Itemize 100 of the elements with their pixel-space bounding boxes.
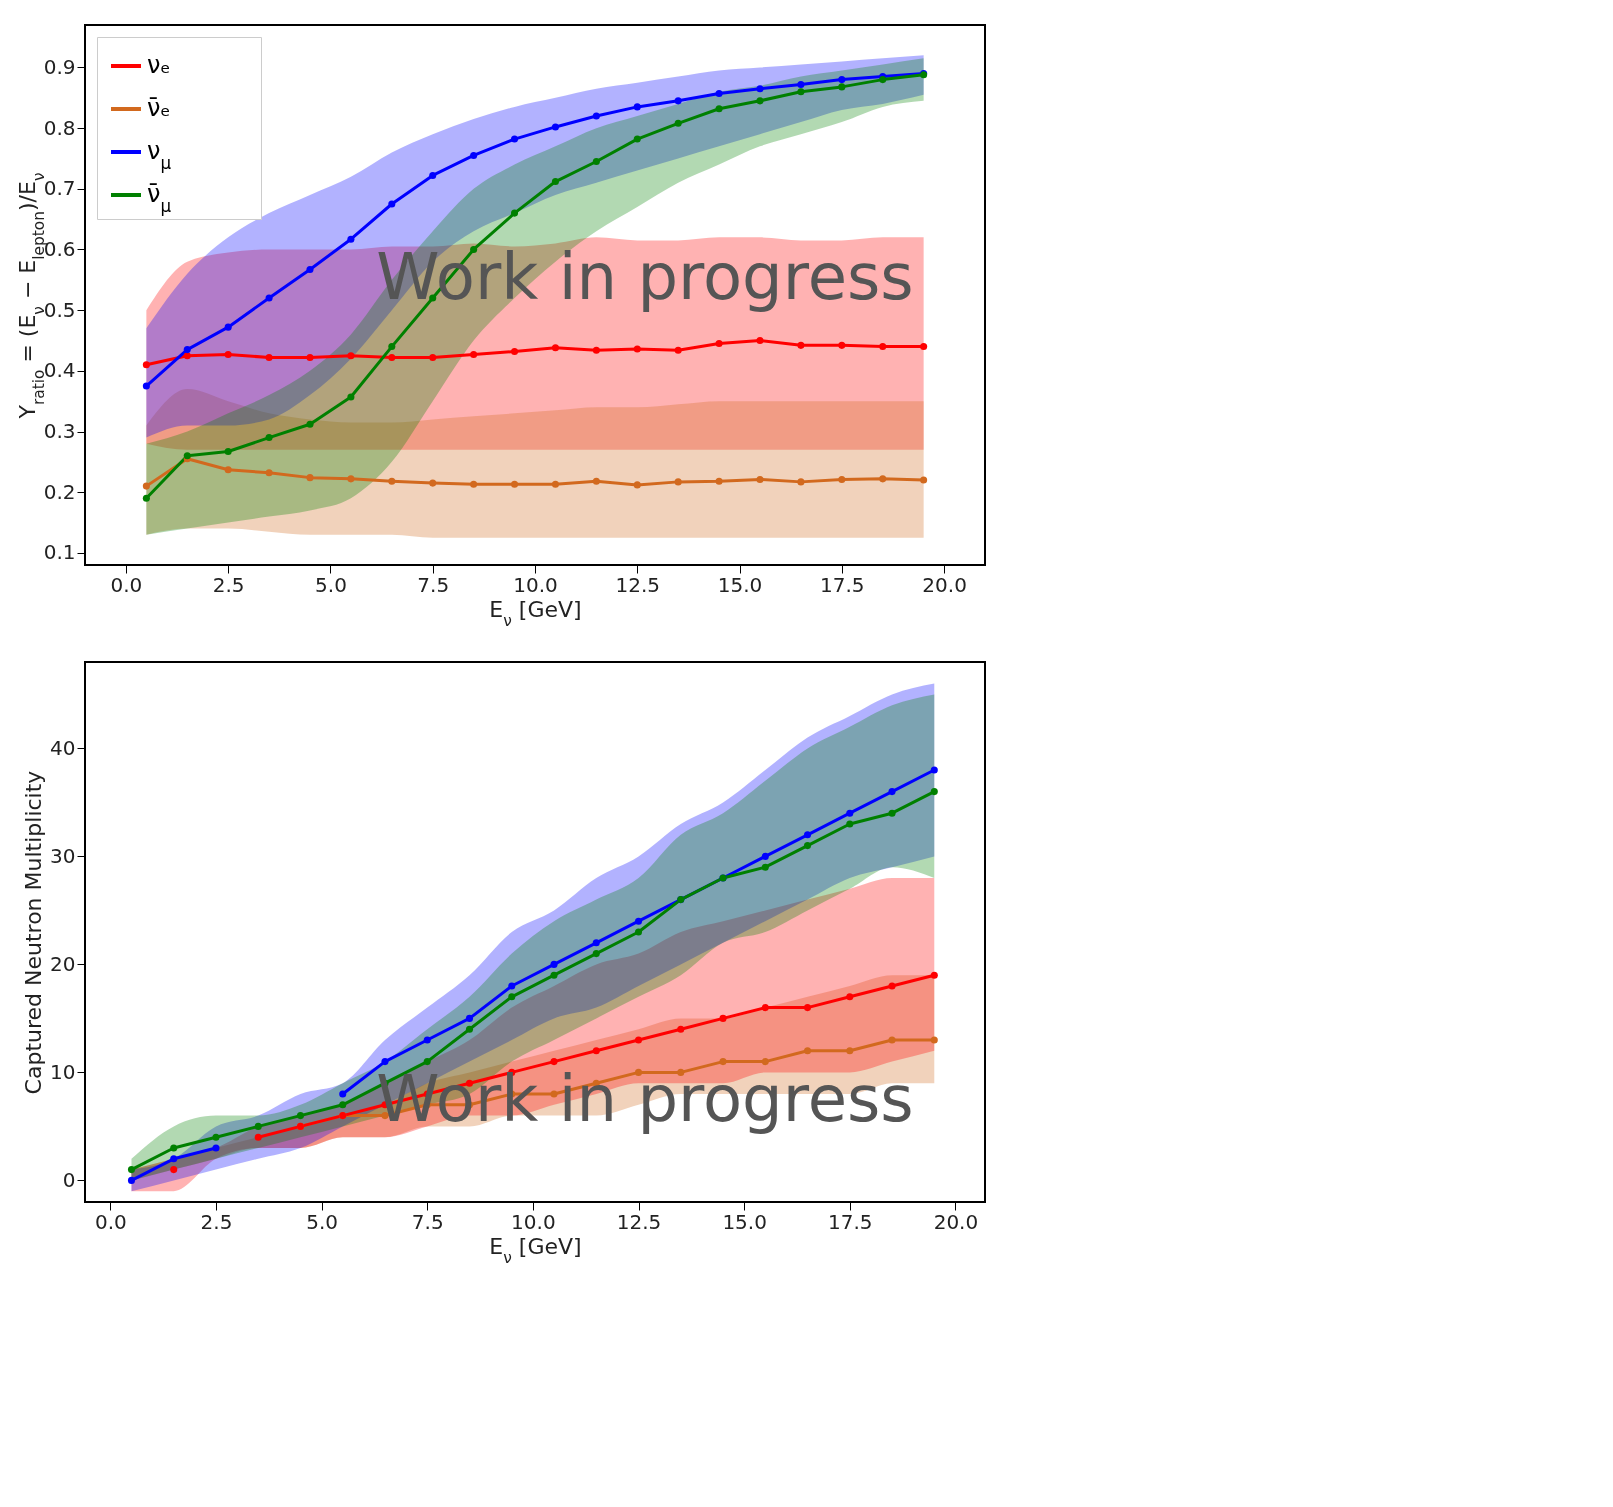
legend-label: ν$_{μ}$	[147, 137, 172, 173]
point	[551, 178, 559, 186]
point	[511, 209, 519, 217]
point	[306, 474, 314, 482]
point	[592, 477, 600, 485]
point	[470, 350, 478, 358]
x-tick-label: 17.5	[828, 1209, 873, 1234]
point	[465, 1014, 474, 1022]
point	[183, 352, 191, 360]
point	[429, 353, 437, 362]
point	[306, 265, 314, 274]
legend-label: ν̄$_{μ}$	[147, 180, 172, 216]
point	[142, 382, 150, 390]
point	[592, 112, 600, 120]
x-tick-label: 7.5	[417, 572, 450, 597]
point	[634, 928, 643, 936]
point	[127, 1176, 136, 1184]
point	[183, 346, 191, 354]
x-tick-label: 12.5	[616, 1209, 662, 1234]
point	[170, 1144, 178, 1152]
point	[388, 200, 396, 208]
y-tick-label: 0	[62, 1167, 76, 1192]
y-tick-label: 0.9	[43, 54, 76, 79]
point	[212, 1144, 220, 1152]
x-tick-label: 17.5	[820, 572, 865, 597]
point	[265, 434, 273, 442]
point	[677, 1025, 685, 1033]
y-tick-label: 10	[50, 1059, 76, 1084]
point	[761, 1058, 769, 1066]
point	[846, 809, 854, 817]
point	[930, 971, 938, 979]
x-tick-label: 12.5	[615, 572, 661, 597]
point	[470, 480, 478, 488]
y-tick-label: 0.1	[43, 540, 76, 565]
point	[550, 960, 558, 968]
point	[265, 294, 273, 302]
point	[633, 103, 641, 111]
y-tick-label: 0.2	[43, 479, 76, 504]
point	[265, 469, 273, 477]
x-tick-label: 5.0	[306, 1209, 339, 1234]
point	[347, 235, 355, 243]
point	[465, 1025, 474, 1033]
point	[797, 80, 805, 88]
point	[508, 993, 516, 1001]
point	[224, 448, 232, 456]
point	[920, 476, 928, 484]
point	[838, 475, 846, 483]
x-tick-label: 5.0	[315, 572, 347, 597]
y-tick-label: 0.7	[43, 176, 76, 201]
y-tick-label: 20	[50, 951, 76, 976]
point	[388, 343, 396, 351]
point	[511, 480, 519, 488]
point	[797, 341, 805, 349]
point	[930, 1036, 938, 1044]
x-tick-label: 15.0	[722, 1209, 767, 1234]
point	[761, 852, 769, 860]
legend-label: νₑ	[147, 51, 171, 79]
point	[930, 788, 938, 796]
point	[719, 1014, 727, 1022]
point	[888, 1036, 896, 1044]
point	[339, 1090, 347, 1098]
point	[715, 340, 723, 348]
point	[551, 123, 559, 131]
y-axis-title: Captured Neutron Multiplicity	[21, 770, 47, 1095]
point	[551, 480, 559, 488]
legend-label: ν̄ₑ	[147, 94, 171, 122]
point	[224, 323, 232, 331]
point	[756, 85, 764, 93]
point	[634, 917, 643, 925]
point	[761, 863, 769, 871]
point	[306, 353, 314, 362]
point	[804, 831, 812, 839]
point	[508, 982, 516, 990]
x-tick-label: 10.0	[511, 1209, 556, 1234]
point	[127, 1166, 136, 1174]
point	[254, 1122, 262, 1130]
point	[677, 1068, 685, 1076]
x-tick-label: 2.5	[200, 1209, 233, 1234]
point	[715, 477, 723, 485]
point	[388, 353, 396, 362]
y-tick-label: 0.5	[43, 297, 76, 322]
x-tick-label: 2.5	[212, 572, 245, 597]
x-tick-label: 20.0	[933, 1209, 979, 1234]
point	[797, 88, 805, 96]
point	[888, 982, 896, 990]
y-tick-label: 0.8	[43, 115, 76, 140]
point	[592, 346, 600, 354]
point	[212, 1133, 220, 1141]
point	[388, 477, 396, 485]
point	[142, 494, 150, 502]
point	[846, 993, 854, 1001]
point	[888, 809, 896, 817]
point	[674, 97, 682, 105]
point	[674, 346, 682, 354]
point	[797, 478, 805, 486]
x-axis-title: E$_{ν}$ [GeV]	[489, 1233, 582, 1267]
point	[634, 1036, 643, 1044]
point	[170, 1155, 178, 1163]
point	[429, 171, 437, 179]
point	[761, 1004, 769, 1012]
